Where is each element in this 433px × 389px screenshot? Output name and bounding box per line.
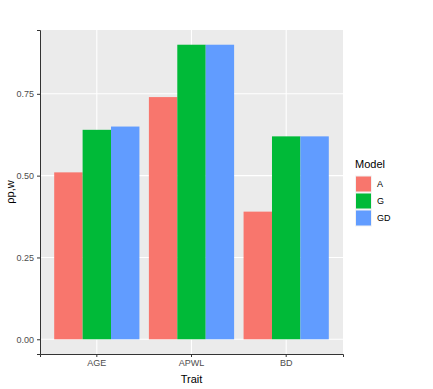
x-axis: AGE APWL BD [41,354,344,368]
legend: Model AG GD [355,158,391,227]
bar [54,172,82,339]
tick-mark [37,339,40,340]
y-axis-title: ρp,w [4,180,16,203]
plot: 0.00 0.25 0.50 0.75 AGE APWL BD [16,30,343,368]
legend-title: Model [355,158,385,170]
tick: APWL [179,354,205,368]
axis-line [37,31,41,355]
legend-key-bg [355,193,372,210]
tick-label: APWL [179,358,205,368]
bar [149,97,177,339]
bar [300,136,328,339]
tick: BD [280,354,293,368]
legend-key-bg [355,176,372,193]
bar [83,130,111,339]
tick-label: BD [280,358,293,368]
x-axis-title: Trait [181,373,203,385]
bar [272,136,300,339]
tick: 0.00 [16,335,40,345]
tick: 0.50 [16,171,40,181]
bar [177,45,205,340]
tick-mark [37,257,40,258]
chart: 0.00 0.25 0.50 0.75 AGE APWL BD Trait ρp,w Model A… [0,0,433,389]
legend-swatch [356,211,371,226]
legend-label: A [377,179,383,189]
bar [244,212,272,340]
grid-x [97,30,286,354]
legend-label: G [377,196,384,206]
legend-label: GD [377,213,391,223]
bars [54,45,329,340]
legend-key-bg [355,210,372,227]
tick-label: 0.25 [16,253,34,263]
tick-mark [37,176,40,177]
bar [111,127,139,340]
legend-swatch [356,194,371,209]
tick-mark [191,354,192,357]
tick-mark [286,354,287,357]
tick-label: 0.75 [16,89,34,99]
tick-label: AGE [87,358,106,368]
bar [206,45,234,340]
tick-mark [96,354,97,357]
tick-label: 0.00 [16,335,34,345]
tick-label: 0.50 [16,171,34,181]
tick: 0.25 [16,253,40,263]
y-axis: 0.00 0.25 0.50 0.75 [16,31,40,355]
tick: 0.75 [16,89,40,99]
tick: AGE [87,354,106,368]
panel-background [40,30,343,354]
legend-swatch [356,177,371,192]
axis-line [41,355,344,358]
tick-mark [37,94,40,95]
